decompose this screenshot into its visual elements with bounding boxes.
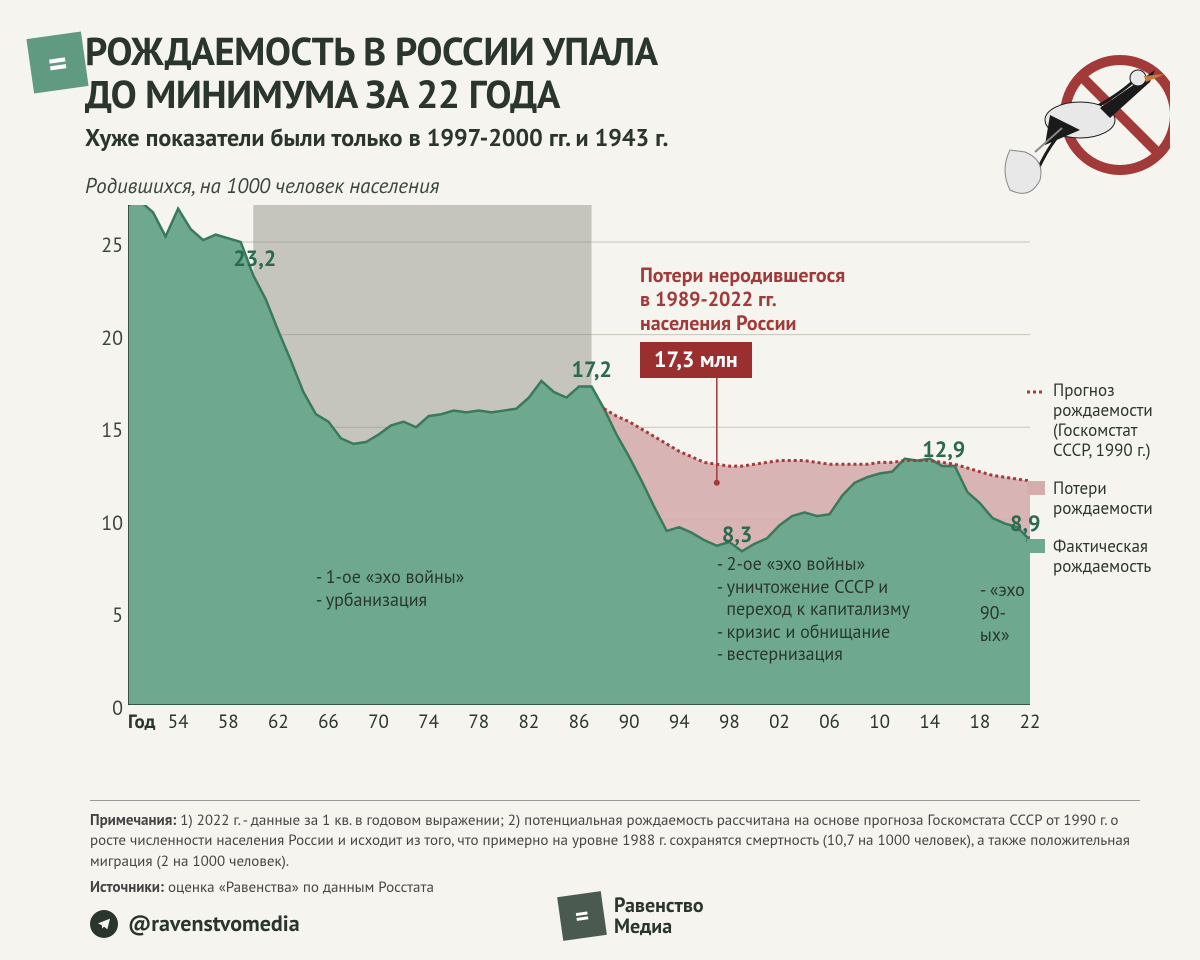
value-label: 8,3: [722, 521, 753, 549]
x-tick: 10: [869, 710, 890, 734]
legend: Прогноз рождаемости (Госкомстат СССР, 19…: [1027, 380, 1175, 594]
y-tick: 10: [90, 510, 123, 536]
stork-prohibition-icon: [970, 40, 1170, 210]
loss-line2: в 1989-2022 гг.: [640, 287, 845, 311]
logo-square: =: [26, 31, 88, 93]
x-tick: 18: [970, 710, 991, 734]
brand-text: Равенство Медиа: [614, 895, 704, 937]
legend-actual: Фактическая рождаемость: [1027, 536, 1175, 576]
x-tick: 90: [619, 710, 640, 734]
notes-label: Примечания:: [90, 811, 176, 830]
notes-text: 1) 2022 г. - данные за 1 кв. в годовом в…: [90, 811, 1130, 871]
legend-forecast-label: Прогноз рождаемости (Госкомстат СССР, 19…: [1053, 380, 1175, 460]
value-label: 17,2: [572, 356, 612, 384]
birthrate-chart: Год 545862667074788286909498020610141822…: [90, 205, 1030, 745]
loss-badge: 17,3 млн: [640, 342, 752, 378]
value-label: 23,2: [233, 245, 276, 273]
footnotes: Примечания: 1) 2022 г. - данные за 1 кв.…: [90, 800, 1140, 898]
y-tick: 5: [90, 602, 123, 628]
sources-label: Источники:: [90, 878, 164, 897]
x-tick: 02: [769, 710, 790, 734]
y-tick: 15: [90, 417, 123, 443]
y-tick: 0: [90, 695, 123, 721]
x-tick: 74: [418, 710, 439, 734]
x-tick: 14: [919, 710, 940, 734]
loss-line3: населения России: [640, 311, 845, 335]
subtitle: Хуже показатели были только в 1997-2000 …: [85, 122, 970, 153]
x-tick: 22: [1020, 710, 1041, 734]
loss-callout: Потери неродившегося в 1989-2022 гг. нас…: [640, 263, 845, 335]
x-tick: 06: [819, 710, 840, 734]
legend-loss-label: Потери рождаемости: [1053, 478, 1175, 518]
annotation: - «эхо90-ых»: [980, 579, 1030, 647]
x-tick: 82: [519, 710, 540, 734]
x-tick: 78: [468, 710, 489, 734]
legend-actual-label: Фактическая рождаемость: [1053, 536, 1175, 576]
x-tick: 58: [218, 710, 239, 734]
sources-text: оценка «Равенства» по данным Росстата: [164, 878, 434, 897]
x-tick: 98: [719, 710, 740, 734]
brand-icon: =: [557, 891, 607, 941]
title-line2: ДО МИНИМУМА ЗА 22 ГОДА: [85, 73, 970, 116]
x-tick: 54: [168, 710, 189, 734]
loss-line1: Потери неродившегося: [640, 263, 845, 287]
social-handle: @ravenstvomedia: [90, 910, 300, 938]
brand-l2: Медиа: [614, 916, 704, 937]
x-tick: 86: [569, 710, 590, 734]
legend-swatch-loss: [1027, 481, 1045, 495]
y-axis-label: Родившихся, на 1000 человек населения: [85, 172, 439, 199]
y-tick: 25: [90, 232, 123, 258]
y-tick: 20: [90, 325, 123, 351]
header: РОЖДАЕМОСТЬ В РОССИИ УПАЛА ДО МИНИМУМА З…: [85, 30, 970, 153]
legend-forecast: Прогноз рождаемости (Госкомстат СССР, 19…: [1027, 380, 1175, 460]
title-line1: РОЖДАЕМОСТЬ В РОССИИ УПАЛА: [85, 30, 970, 73]
annotation: - 1-ое «эхо войны»- урбанизация: [316, 566, 464, 611]
x-axis-first-label: Год: [128, 710, 155, 734]
legend-swatch-actual: [1027, 539, 1045, 553]
x-tick: 70: [368, 710, 389, 734]
value-label: 12,9: [922, 436, 965, 464]
handle-text: @ravenstvomedia: [128, 910, 300, 938]
x-tick: 62: [268, 710, 289, 734]
brand: = Равенство Медиа: [560, 894, 704, 938]
legend-swatch-forecast: [1027, 383, 1045, 397]
x-tick: 94: [669, 710, 690, 734]
annotation: - 2-ое «эхо войны»- уничтожение СССР и п…: [717, 553, 910, 666]
telegram-icon: [90, 910, 118, 938]
x-tick: 66: [318, 710, 339, 734]
legend-loss: Потери рождаемости: [1027, 478, 1175, 518]
